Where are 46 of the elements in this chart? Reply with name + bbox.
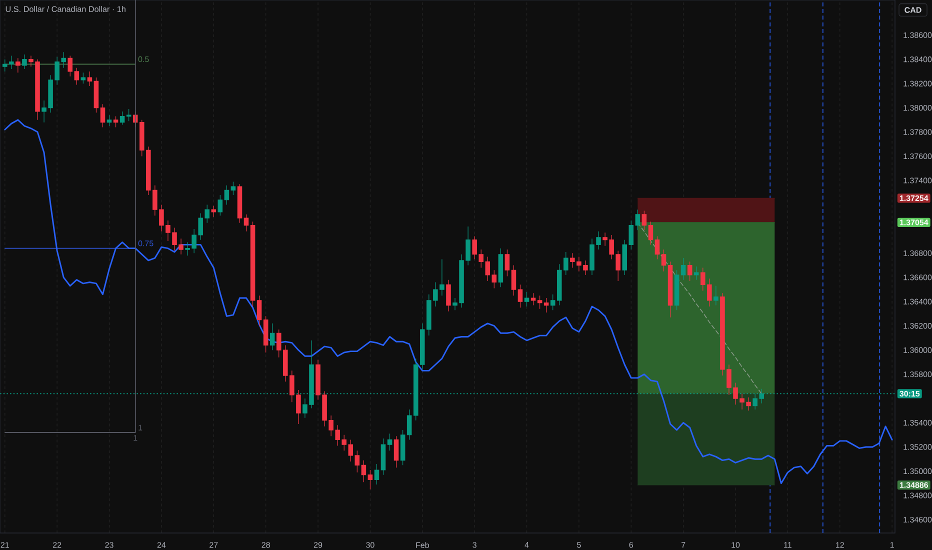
y-tick-label: 1.38200: [904, 80, 932, 86]
text: 1.37254: [900, 195, 928, 202]
x-tick-label: 6: [629, 542, 634, 548]
x-tick-label: 24: [157, 542, 166, 548]
y-tick-label: 1.38600: [904, 32, 932, 38]
x-tick-label: 3: [472, 542, 476, 548]
y-tick-label: 1.34800: [904, 492, 932, 498]
x-tick-label: 28: [262, 542, 270, 548]
y-axis-title: CAD: [904, 7, 922, 13]
x-tick-label: 12: [836, 542, 844, 548]
text: U.S. Dollar / Canadian Dollar · 1h: [6, 6, 126, 12]
y-tick-label: 1.36400: [904, 298, 932, 304]
y-tick-label: 1.37600: [904, 153, 932, 160]
text: 30:15: [900, 390, 920, 397]
x-tick-label: 23: [105, 542, 114, 548]
x-tick-label: 22: [53, 542, 62, 548]
y-tick-label: 1.35800: [904, 371, 932, 378]
x-tick-label: 27: [210, 542, 218, 548]
y-tick-label: 1.38000: [904, 104, 932, 111]
x-tick-label: 11: [784, 542, 792, 548]
series-label: 1: [138, 424, 142, 430]
x-tick-label: Feb: [416, 542, 429, 548]
text: 1.37054: [900, 220, 928, 226]
text: 1.34886: [900, 482, 928, 488]
y-tick-label: 1.36200: [904, 323, 932, 329]
x-tick-label: 7: [682, 542, 686, 548]
x-tick-label: 30: [366, 542, 374, 548]
y-tick-label: 1.36600: [904, 274, 932, 280]
y-tick-label: 1.37800: [904, 129, 932, 135]
annotation: 1: [134, 435, 138, 441]
series-label: 0.5: [138, 56, 149, 62]
series-label: 0.75: [138, 240, 154, 246]
y-tick-label: 1.38400: [904, 56, 932, 62]
x-tick-label: 10: [732, 542, 740, 548]
y-tick-label: 1.35000: [904, 468, 932, 474]
x-tick-label: 4: [524, 542, 529, 548]
y-tick-label: 1.35200: [904, 444, 932, 450]
y-tick-label: 1.37400: [904, 178, 932, 184]
y-tick-label: 1.36800: [904, 250, 932, 256]
x-tick-label: 21: [0, 542, 9, 548]
y-tick-label: 1.36000: [904, 347, 932, 353]
x-tick-label: 5: [577, 542, 581, 548]
x-tick-label: 29: [314, 542, 322, 548]
y-tick-label: 1.35400: [904, 420, 932, 426]
y-tick-label: 1.34600: [904, 516, 932, 523]
x-tick-label: 1: [890, 542, 894, 548]
